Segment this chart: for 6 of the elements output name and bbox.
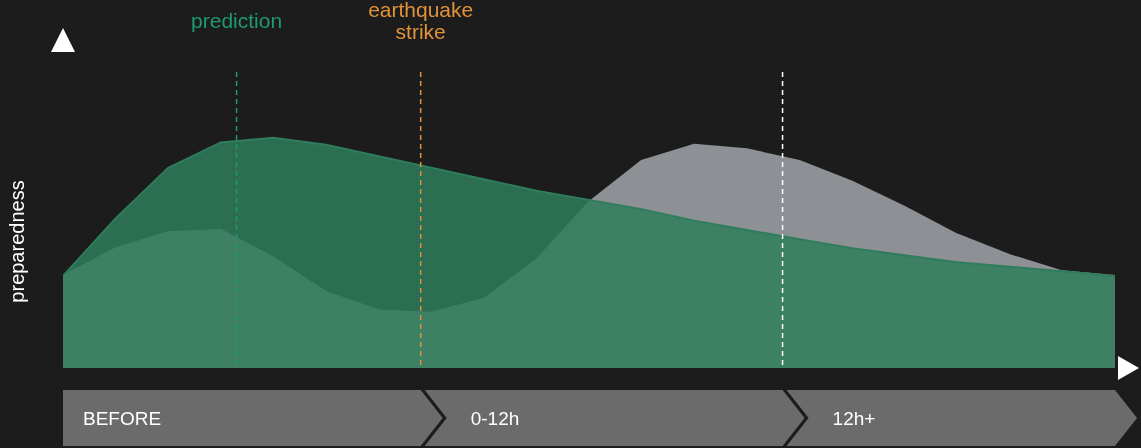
y-axis-title: preparedness — [6, 180, 28, 303]
chevron-icon: 12h+ — [786, 390, 1137, 446]
text: earthquake strike — [368, 0, 474, 43]
chevron-icon: 0-12h — [424, 390, 805, 446]
text: prediction — [191, 9, 283, 32]
chevron-icon: BEFORE — [63, 390, 443, 446]
